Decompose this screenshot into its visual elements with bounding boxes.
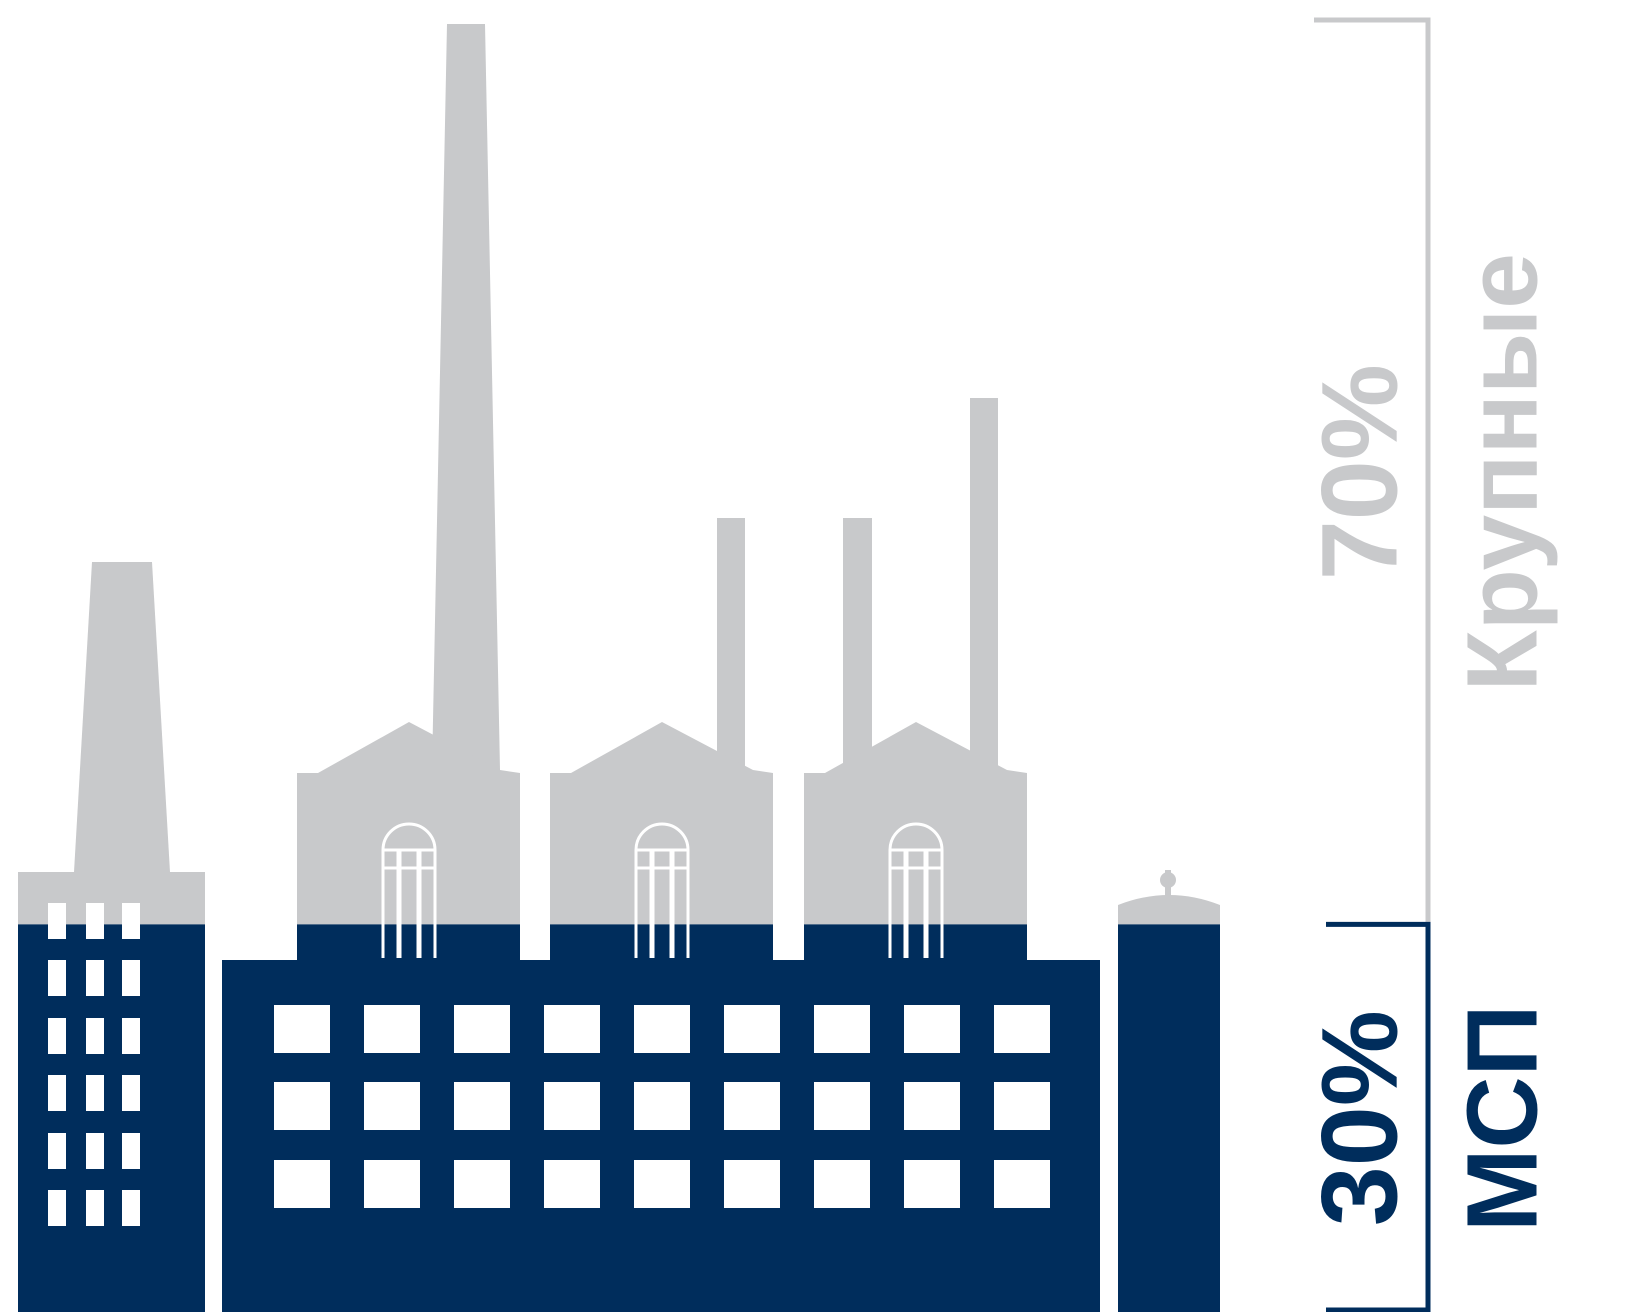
window xyxy=(994,1082,1050,1130)
window xyxy=(364,1082,420,1130)
window xyxy=(724,1160,780,1208)
arched-window xyxy=(888,822,944,958)
window xyxy=(274,1082,330,1130)
category-label: МСП xyxy=(1446,1004,1558,1231)
window xyxy=(364,1160,420,1208)
window xyxy=(814,1160,870,1208)
window xyxy=(994,1160,1050,1208)
window xyxy=(122,903,140,939)
window xyxy=(904,1005,960,1053)
window xyxy=(122,960,140,996)
window xyxy=(122,1018,140,1054)
window xyxy=(86,1075,104,1111)
window xyxy=(86,1133,104,1169)
window xyxy=(86,960,104,996)
window xyxy=(904,1082,960,1130)
window xyxy=(86,1190,104,1226)
window xyxy=(994,1005,1050,1053)
window xyxy=(904,1160,960,1208)
bracket-large xyxy=(1314,17,1431,925)
arched-window xyxy=(634,822,690,958)
window xyxy=(274,1005,330,1053)
window xyxy=(634,1082,690,1130)
window xyxy=(454,1005,510,1053)
window xyxy=(634,1160,690,1208)
window xyxy=(454,1082,510,1130)
window xyxy=(122,1075,140,1111)
window xyxy=(86,1018,104,1054)
window xyxy=(86,903,104,939)
value-label: 30% xyxy=(1299,1010,1420,1226)
window xyxy=(724,1082,780,1130)
window xyxy=(48,1190,66,1226)
window xyxy=(724,1005,780,1053)
window xyxy=(454,1160,510,1208)
window xyxy=(364,1005,420,1053)
window xyxy=(544,1082,600,1130)
bracket-sme xyxy=(1326,921,1431,1312)
window xyxy=(48,960,66,996)
window xyxy=(48,1133,66,1169)
window xyxy=(634,1005,690,1053)
windows xyxy=(48,822,1050,1226)
window xyxy=(122,1133,140,1169)
window xyxy=(48,903,66,939)
window xyxy=(48,1075,66,1111)
window xyxy=(122,1190,140,1226)
window xyxy=(274,1160,330,1208)
window xyxy=(814,1005,870,1053)
window xyxy=(814,1082,870,1130)
value-label: 70% xyxy=(1299,364,1420,580)
arched-window xyxy=(381,822,437,958)
window xyxy=(48,1018,66,1054)
window xyxy=(544,1005,600,1053)
window xyxy=(544,1160,600,1208)
category-label: Крупные xyxy=(1446,253,1558,691)
